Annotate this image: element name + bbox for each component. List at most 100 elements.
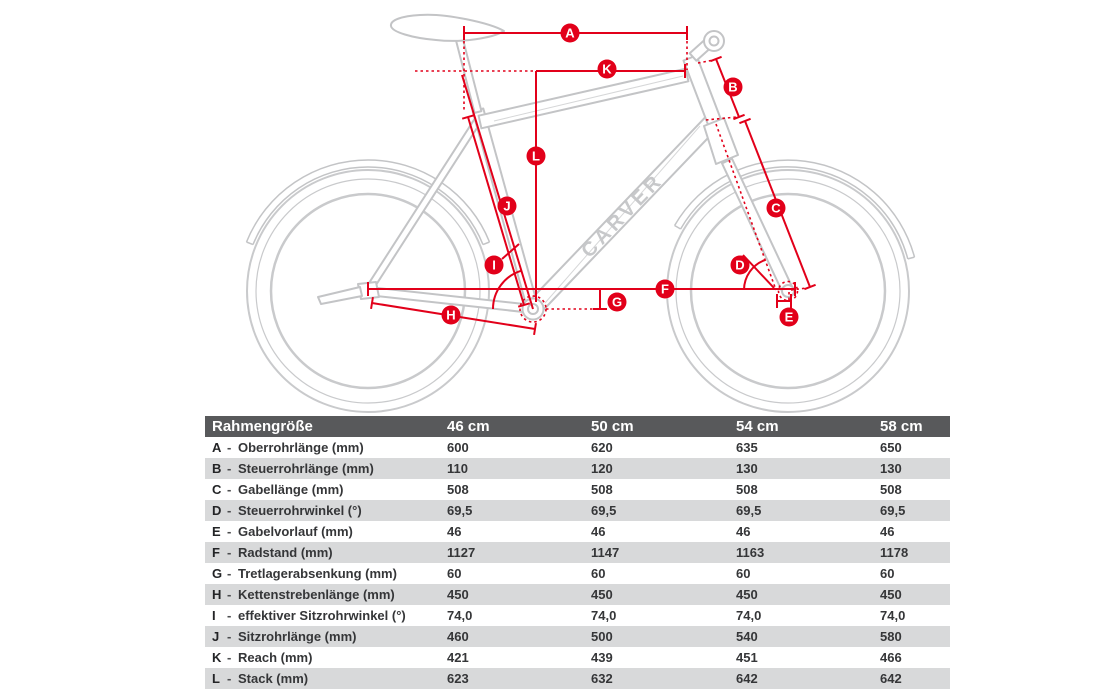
svg-text:K: K	[602, 62, 612, 77]
dim-label-d: D	[730, 255, 750, 275]
row-value-50: 450	[591, 587, 613, 602]
row-separator: -	[227, 608, 232, 623]
svg-text:A: A	[565, 26, 575, 41]
row-label: Steuerrohrlänge (mm)	[238, 461, 374, 476]
row-value-46: 600	[447, 440, 469, 455]
dim-label-c: C	[766, 198, 786, 218]
row-letter: A	[212, 440, 222, 455]
row-label: Steuerrohrwinkel (°)	[238, 503, 362, 518]
dim-label-b: B	[723, 77, 743, 97]
seatpost	[454, 36, 483, 114]
row-value-58: 60	[880, 566, 895, 581]
row-value-50: 620	[591, 440, 613, 455]
row-value-54: 540	[736, 629, 758, 644]
row-separator: -	[227, 566, 232, 581]
svg-text:G: G	[612, 295, 622, 310]
table-row: L - Stack (mm) 623 632 642 642	[205, 668, 950, 689]
dim-label-k: K	[597, 59, 617, 79]
row-letter: L	[212, 671, 220, 686]
row-value-54: 46	[736, 524, 751, 539]
row-value-50: 632	[591, 671, 613, 686]
bike-diagram: CARVER	[245, 13, 916, 413]
row-value-46: 508	[447, 482, 469, 497]
dim-label-l: L	[526, 146, 546, 166]
row-value-50: 74,0	[591, 608, 617, 623]
table-row: J - Sitzrohrlänge (mm) 460 500 540 580	[205, 626, 950, 647]
col-header-58: 58 cm	[880, 418, 923, 435]
row-letter: H	[212, 587, 222, 602]
row-value-54: 451	[736, 650, 758, 665]
table-row: C - Gabellänge (mm) 508 508 508 508	[205, 479, 950, 500]
row-letter: E	[212, 524, 221, 539]
table-header-row: Rahmengröße 46 cm 50 cm 54 cm 58 cm	[205, 416, 950, 437]
row-label: Oberrohrlänge (mm)	[238, 440, 364, 455]
row-label: Kettenstrebenlänge (mm)	[238, 587, 395, 602]
row-value-58: 580	[880, 629, 902, 644]
col-header-46: 46 cm	[447, 418, 490, 435]
row-value-54: 635	[736, 440, 758, 455]
row-label: Gabellänge (mm)	[238, 482, 344, 497]
row-value-58: 650	[880, 440, 902, 455]
fork-crown	[703, 117, 739, 165]
svg-text:I: I	[492, 258, 496, 273]
frame: CARVER	[317, 13, 795, 321]
dim-label-g: G	[607, 292, 627, 312]
row-value-58: 46	[880, 524, 895, 539]
row-letter: I	[212, 608, 216, 623]
rear-fender	[245, 159, 491, 246]
geometry-table: Rahmengröße 46 cm 50 cm 54 cm 58 cm A - …	[205, 416, 950, 689]
svg-text:L: L	[532, 149, 540, 164]
svg-text:C: C	[771, 201, 781, 216]
row-separator: -	[227, 461, 232, 476]
seat-stay	[364, 117, 482, 294]
row-label: effektiver Sitzrohrwinkel (°)	[238, 608, 406, 623]
table-row: B - Steuerrohrlänge (mm) 110 120 130 130	[205, 458, 950, 479]
row-value-46: 623	[447, 671, 469, 686]
table-row: F - Radstand (mm) 1127 1147 1163 1178	[205, 542, 950, 563]
svg-text:B: B	[728, 80, 737, 95]
table-row: K - Reach (mm) 421 439 451 466	[205, 647, 950, 668]
row-value-46: 46	[447, 524, 462, 539]
row-letter: J	[212, 629, 220, 644]
row-value-46: 1127	[447, 545, 476, 560]
row-value-54: 74,0	[736, 608, 762, 623]
row-value-50: 439	[591, 650, 613, 665]
front-axle	[781, 284, 795, 298]
row-value-58: 642	[880, 671, 902, 686]
row-value-50: 508	[591, 482, 613, 497]
svg-text:E: E	[785, 310, 794, 325]
table-row: E - Gabelvorlauf (mm) 46 46 46 46	[205, 521, 950, 542]
row-separator: -	[227, 671, 232, 686]
row-label: Stack (mm)	[238, 671, 309, 686]
svg-text:J: J	[503, 199, 510, 214]
dimension-labels: A K B L J C I D	[441, 23, 799, 327]
row-value-50: 120	[591, 461, 613, 476]
row-value-58: 1178	[880, 545, 909, 560]
row-letter: B	[212, 461, 222, 476]
row-value-54: 450	[736, 587, 758, 602]
row-label: Tretlagerabsenkung (mm)	[238, 566, 397, 581]
row-value-54: 508	[736, 482, 758, 497]
table-row: I - effektiver Sitzrohrwinkel (°) 74,0 7…	[205, 605, 950, 626]
table-header-title: Rahmengröße	[212, 418, 313, 435]
row-separator: -	[227, 482, 232, 497]
row-value-50: 60	[591, 566, 606, 581]
row-separator: -	[227, 503, 232, 518]
row-value-58: 130	[880, 461, 902, 476]
dim-label-f: F	[655, 279, 675, 299]
dim-label-a: A	[560, 23, 580, 43]
table-row: G - Tretlagerabsenkung (mm) 60 60 60 60	[205, 563, 950, 584]
row-letter: D	[212, 503, 222, 518]
dim-label-e: E	[779, 307, 799, 327]
row-value-54: 1163	[736, 545, 765, 560]
row-value-58: 74,0	[880, 608, 906, 623]
row-value-46: 450	[447, 587, 469, 602]
saddle	[390, 13, 505, 42]
row-separator: -	[227, 629, 232, 644]
table-row: H - Kettenstrebenlänge (mm) 450 450 450 …	[205, 584, 950, 605]
head-tube	[682, 54, 724, 130]
row-value-50: 69,5	[591, 503, 617, 518]
row-separator: -	[227, 545, 232, 560]
row-label: Reach (mm)	[238, 650, 313, 665]
